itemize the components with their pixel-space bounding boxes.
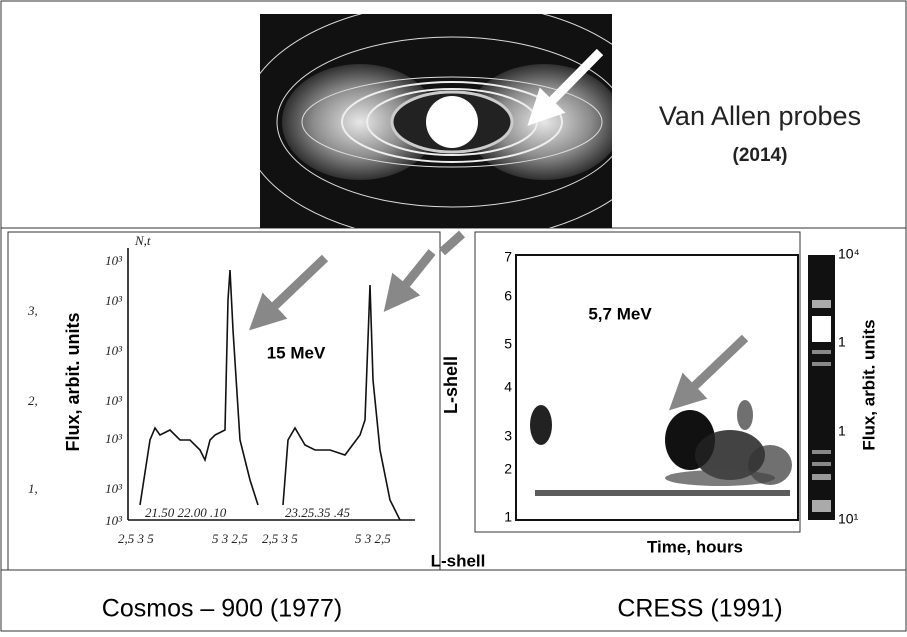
right-y-tick: 2 <box>504 461 512 477</box>
colorbar-tick: 1 <box>838 423 846 439</box>
arrow <box>383 249 436 313</box>
left-x-tick: 2,5 3 5 <box>262 531 298 546</box>
right-y-tick: 4 <box>504 379 512 395</box>
van-allen-image <box>260 14 612 228</box>
left-annotation: 15 MeV <box>267 343 326 362</box>
left-y-tick: 10³ <box>105 481 123 496</box>
left-y-tick: 10³ <box>105 253 123 268</box>
colorbar-tick: 10⁴ <box>838 246 860 262</box>
left-y-tick: 10³ <box>105 343 123 358</box>
left-y-tick: 10³ <box>105 513 123 528</box>
left-panel <box>7 231 441 571</box>
colorbar-label: Flux, arbit. units <box>859 319 878 450</box>
left-plot <box>127 248 415 521</box>
right-y-tick: 3 <box>504 428 512 444</box>
left-x-tick: 2,5 3 5 <box>118 531 154 546</box>
right-y-tick: 1 <box>504 509 512 525</box>
right-y-label: L-shell <box>441 356 461 414</box>
arrow <box>438 230 466 256</box>
right-panel <box>474 231 801 533</box>
left-x-tick: 5 3 2,5 <box>212 531 248 546</box>
left-y-outer: 2, <box>28 393 38 408</box>
right-caption: CRESS (1991) <box>617 595 782 623</box>
left-y-tick: 10³ <box>105 293 123 308</box>
time-label: 21.50 22.00 .10 <box>145 505 227 520</box>
left-caption: Cosmos – 900 (1977) <box>102 595 342 623</box>
right-annotation: 5,7 MeV <box>588 304 652 323</box>
colorbar-tick: 1 <box>838 334 846 350</box>
left-y-tick: 10³ <box>105 393 123 408</box>
right-y-tick: 6 <box>504 288 512 304</box>
left-y-tick: 10³ <box>105 431 123 446</box>
top-year: (2014) <box>733 145 788 166</box>
top-title: Van Allen probes <box>659 101 861 131</box>
left-y-label: Flux, arbit. units <box>63 312 83 451</box>
corner-label: N,t <box>134 233 151 248</box>
time-label: 23.25.35 .45 <box>285 505 351 520</box>
right-y-tick: 7 <box>504 249 512 265</box>
left-y-outer: 3, <box>27 303 38 318</box>
left-x-label: L-shell <box>431 551 486 570</box>
right-x-label: Time, hours <box>647 537 743 556</box>
left-y-outer: 1, <box>28 481 38 496</box>
right-plot <box>515 254 835 521</box>
left-x-tick: 5 3 2,5 <box>355 531 391 546</box>
colorbar-tick: 10¹ <box>838 511 859 527</box>
arrow <box>248 254 329 331</box>
right-y-tick: 5 <box>504 336 512 352</box>
